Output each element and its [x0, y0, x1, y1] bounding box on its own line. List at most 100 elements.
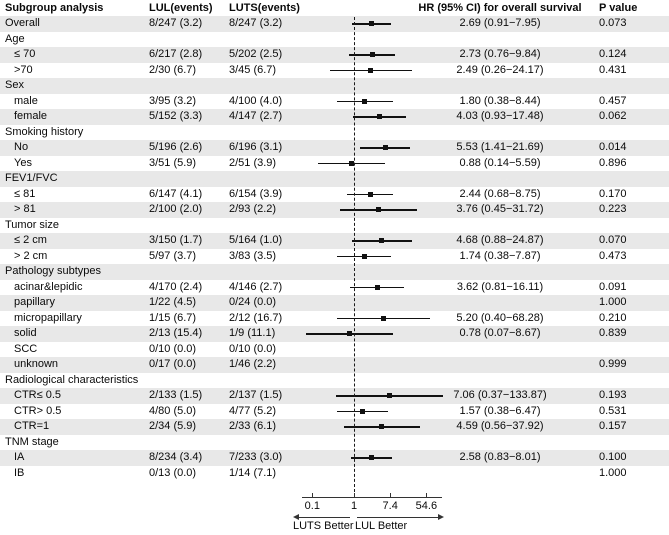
luts-events-cell: 1/9 (11.1): [229, 327, 276, 339]
subgroup-label: unknown: [14, 358, 59, 370]
hr-ci-cell: 2.73 (0.76−9.84): [459, 48, 541, 60]
subgroup-label: Smoking history: [5, 125, 84, 138]
p-value-cell: 0.839: [599, 327, 627, 339]
lul-events-cell: 8/247 (3.2): [149, 17, 203, 29]
subgroup-label: ≤ 70: [14, 48, 36, 60]
hr-ci-cell: 5.53 (1.41−21.69): [456, 141, 544, 153]
luts-events-cell: 4/100 (4.0): [229, 94, 283, 107]
subgroup-label: FEV1/FVC: [5, 172, 58, 184]
table-row: Overall 8/247 (3.2) 8/247 (3.2) 2.69 (0.…: [0, 16, 669, 32]
luts-events-cell: 5/164 (1.0): [229, 234, 283, 246]
subgroup-label: Radiological characteristics: [5, 373, 139, 386]
lul-events-cell: 2/133 (1.5): [149, 389, 203, 401]
subgroup-label: IB: [14, 466, 25, 479]
p-value-cell: 0.124: [599, 48, 627, 60]
lul-events-cell: 2/30 (6.7): [149, 63, 197, 76]
hr-ci-cell: 1.57 (0.38−6.47): [459, 404, 541, 417]
x-axis-line: [302, 497, 442, 498]
p-value-cell: 0.157: [599, 420, 627, 432]
subgroup-label: ≤ 81: [14, 187, 36, 200]
table-row: CTR> 0.5 4/80 (5.0) 4/77 (5.2) 1.57 (0.3…: [0, 404, 669, 420]
p-value-cell: 0.457: [599, 94, 627, 107]
table-row: >70 2/30 (6.7) 3/45 (6.7) 2.49 (0.26−24.…: [0, 63, 669, 79]
lul-better-arrow: [357, 517, 439, 518]
luts-events-cell: 2/51 (3.9): [229, 156, 277, 169]
subgroup-label: Yes: [14, 156, 32, 169]
table-row: papillary 1/22 (4.5) 0/24 (0.0) 1.000: [0, 295, 669, 311]
subgroup-label: IA: [14, 451, 25, 463]
lul-events-cell: 5/152 (3.3): [149, 110, 203, 122]
luts-events-cell: 4/77 (5.2): [229, 404, 277, 417]
lul-events-cell: 2/100 (2.0): [149, 203, 203, 215]
subgroup-label: solid: [14, 327, 37, 339]
table-row: No 5/196 (2.6) 6/196 (3.1) 5.53 (1.41−21…: [0, 140, 669, 156]
lul-events-cell: 5/97 (3.7): [149, 249, 197, 262]
p-value-cell: 0.431: [599, 63, 627, 76]
hr-marker: [367, 191, 373, 197]
subgroup-label: >70: [14, 63, 33, 76]
luts-events-cell: 5/202 (2.5): [229, 48, 283, 60]
p-value-cell: 0.896: [599, 156, 627, 169]
table-row: unknown 0/17 (0.0) 1/46 (2.2) 0.999: [0, 357, 669, 373]
luts-events-cell: 0/24 (0.0): [229, 296, 277, 308]
table-row: IA 8/234 (3.4) 7/233 (3.0) 2.58 (0.83−8.…: [0, 450, 669, 466]
subgroup-label: > 81: [14, 203, 36, 215]
lul-events-cell: 0/13 (0.0): [149, 466, 197, 479]
table-row: solid 2/13 (15.4) 1/9 (11.1) 0.78 (0.07−…: [0, 326, 669, 342]
table-row: Yes 3/51 (5.9) 2/51 (3.9) 0.88 (0.14−5.5…: [0, 156, 669, 172]
header-luts-events: LUTS(events): [229, 2, 300, 14]
subgroup-label: CTR=1: [14, 420, 50, 432]
subgroup-label: micropapillary: [14, 311, 82, 324]
luts-events-cell: 1/46 (2.2): [229, 358, 277, 370]
lul-better-arrowhead-icon: [438, 514, 444, 520]
luts-events-cell: 2/93 (2.2): [229, 203, 277, 215]
table-row: female 5/152 (3.3) 4/147 (2.7) 4.03 (0.9…: [0, 109, 669, 125]
table-row: male 3/95 (3.2) 4/100 (4.0) 1.80 (0.38−8…: [0, 94, 669, 110]
direction-label-lul-better: LUL Better: [355, 520, 408, 532]
table-row: > 81 2/100 (2.0) 2/93 (2.2) 3.76 (0.45−3…: [0, 202, 669, 218]
direction-label-luts-better: LUTS Better: [293, 520, 354, 532]
table-row: TNM stage: [0, 435, 669, 451]
p-value-cell: 0.999: [599, 358, 627, 370]
subgroup-label: TNM stage: [5, 435, 59, 448]
hr-marker: [381, 315, 387, 321]
hr-ci-cell: 5.20 (0.40−68.28): [456, 311, 544, 324]
p-value-cell: 0.073: [599, 17, 627, 29]
lul-events-cell: 6/217 (2.8): [149, 48, 203, 60]
hr-ci-cell: 2.58 (0.83−8.01): [459, 451, 541, 463]
hr-ci-cell: 3.62 (0.81−16.11): [456, 280, 544, 293]
subgroup-label: Tumor size: [5, 218, 59, 231]
subgroup-label: acinar&lepidic: [14, 280, 83, 293]
table-row: > 2 cm 5/97 (3.7) 3/83 (3.5) 1.74 (0.38−…: [0, 249, 669, 265]
hr-ci-cell: 4.68 (0.88−24.87): [456, 234, 544, 246]
table-row: CTR≤ 0.5 2/133 (1.5) 2/137 (1.5) 7.06 (0…: [0, 388, 669, 404]
p-value-cell: 0.170: [599, 187, 627, 200]
table-row: ≤ 2 cm 3/150 (1.7) 5/164 (1.0) 4.68 (0.8…: [0, 233, 669, 249]
hr-marker: [376, 114, 382, 120]
luts-events-cell: 2/12 (16.7): [229, 311, 283, 324]
luts-events-cell: 2/33 (6.1): [229, 420, 277, 432]
table-row: Sex: [0, 78, 669, 94]
luts-better-arrowhead-icon: [293, 514, 299, 520]
table-row: Age: [0, 32, 669, 48]
table-row: Tumor size: [0, 218, 669, 234]
subgroup-label: ≤ 2 cm: [14, 234, 47, 246]
lul-events-cell: 6/147 (4.1): [149, 187, 203, 200]
axis-tick: [354, 492, 355, 497]
lul-events-cell: 2/34 (5.9): [149, 420, 197, 432]
luts-events-cell: 7/233 (3.0): [229, 451, 283, 463]
hr-marker: [375, 207, 381, 213]
subgroup-label: CTR> 0.5: [14, 404, 62, 417]
table-row: FEV1/FVC: [0, 171, 669, 187]
lul-events-cell: 8/234 (3.4): [149, 451, 203, 463]
luts-events-cell: 4/147 (2.7): [229, 110, 283, 122]
header-p-value: P value: [599, 2, 638, 14]
luts-events-cell: 1/14 (7.1): [229, 466, 277, 479]
reference-line: [354, 17, 355, 497]
lul-events-cell: 1/22 (4.5): [149, 296, 197, 308]
hr-marker: [369, 21, 375, 27]
table-row: micropapillary 1/15 (6.7) 2/12 (16.7) 5.…: [0, 311, 669, 327]
hr-ci-cell: 3.76 (0.45−31.72): [456, 203, 544, 215]
subgroup-label: male: [14, 94, 38, 107]
